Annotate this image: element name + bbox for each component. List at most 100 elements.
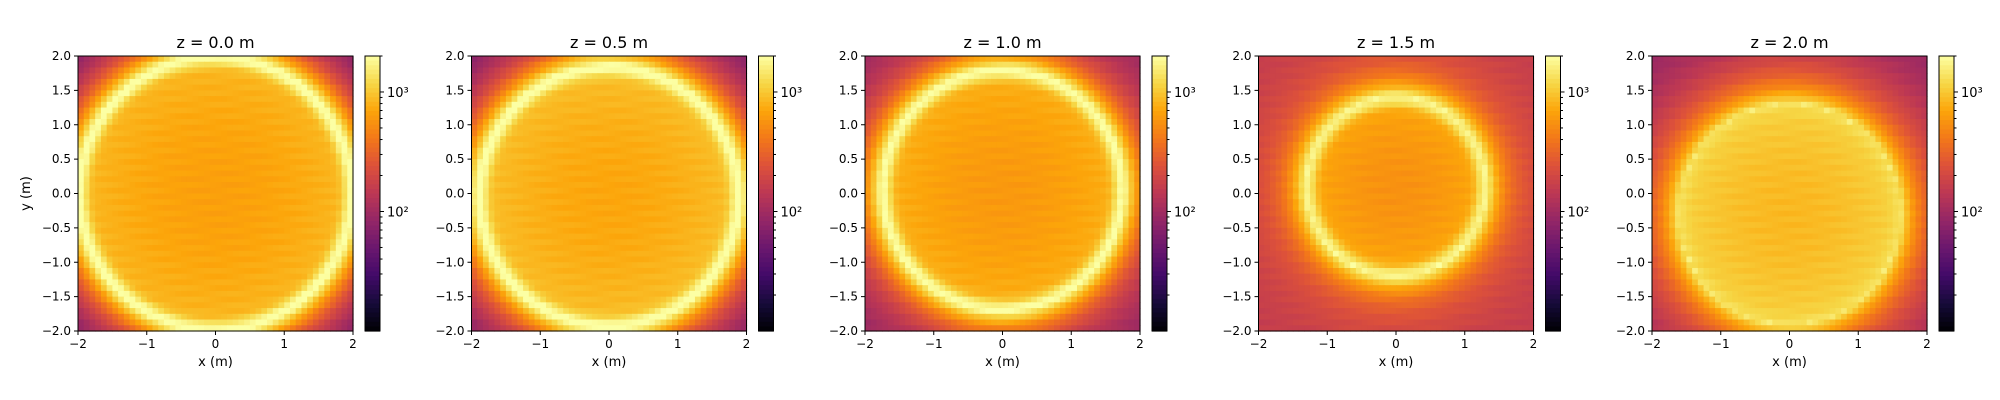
heatmap-cell (324, 216, 331, 223)
heatmap-cell (910, 67, 918, 74)
heatmap-cell (505, 61, 513, 69)
heatmap-cell (95, 302, 102, 309)
heatmap-cell (677, 199, 685, 206)
heatmap-cell (922, 67, 929, 74)
heatmap-cell (706, 302, 713, 309)
heatmap-cell (528, 187, 536, 195)
heatmap-cell (175, 273, 182, 281)
heatmap-cell (186, 187, 194, 195)
heatmap-cell (631, 113, 639, 120)
heatmap-cell (106, 107, 113, 114)
heatmap-cell (563, 256, 570, 263)
heatmap-cell (505, 233, 513, 240)
heatmap-cell (215, 256, 222, 263)
heatmap-cell (169, 193, 176, 200)
heatmap-cell (181, 187, 188, 195)
heatmap-cell (482, 136, 490, 143)
heatmap-cell (712, 136, 719, 143)
heatmap-cell (500, 245, 507, 252)
heatmap-cell (175, 107, 182, 114)
heatmap-cell (517, 279, 524, 286)
heatmap-cell (591, 290, 599, 298)
heatmap-cell (226, 124, 234, 132)
heatmap-cell (723, 61, 730, 69)
heatmap-cell (740, 187, 748, 195)
heatmap-cell (347, 101, 354, 109)
heatmap-cell (209, 210, 217, 218)
heatmap-cell (318, 296, 325, 303)
heatmap-cell (123, 210, 131, 218)
heatmap-cell (221, 170, 228, 177)
heatmap-cell (209, 136, 217, 143)
heatmap-cell (706, 73, 713, 80)
heatmap-cell (255, 290, 262, 298)
heatmap-cell (278, 279, 285, 286)
heatmap-cell (712, 296, 719, 303)
heatmap-cell (540, 193, 547, 200)
heatmap-cell (654, 141, 662, 149)
heatmap-cell (523, 239, 530, 246)
heatmap-cell (626, 164, 633, 172)
heatmap-cell (712, 124, 719, 132)
heatmap-cell (597, 147, 604, 154)
heatmap-cell (261, 78, 268, 86)
heatmap-cell (163, 170, 171, 177)
heatmap-cell (482, 67, 490, 74)
heatmap-cell (169, 210, 176, 218)
heatmap-cell (244, 204, 251, 212)
heatmap-cell (609, 67, 616, 74)
heatmap-cell (717, 279, 725, 286)
heatmap-cell (603, 308, 610, 315)
heatmap-cell (591, 302, 599, 309)
heatmap-cell (494, 210, 501, 218)
heatmap-cell (631, 239, 639, 246)
heatmap-cell (295, 267, 303, 275)
heatmap-cell (198, 302, 205, 309)
heatmap-cell (660, 319, 667, 326)
heatmap-cell (118, 187, 125, 195)
heatmap-cell (318, 73, 325, 80)
heatmap-cell (637, 256, 644, 263)
heatmap-cell (717, 130, 725, 137)
heatmap-cell (284, 90, 291, 97)
heatmap-cell (626, 113, 633, 120)
heatmap-cell (100, 56, 108, 63)
heatmap-cell (574, 290, 581, 298)
heatmap-cell (249, 84, 257, 91)
heatmap-cell (700, 199, 707, 206)
heatmap-cell (706, 176, 713, 183)
heatmap-cell (580, 147, 587, 154)
heatmap-cell (238, 182, 245, 189)
heatmap-cell (330, 84, 337, 91)
heatmap-cell (609, 130, 616, 137)
heatmap-cell (112, 170, 119, 177)
heatmap-cell (330, 107, 337, 114)
heatmap-cell (175, 96, 182, 103)
heatmap-cell (95, 141, 102, 149)
heatmap-cell (324, 245, 331, 252)
heatmap-cell (307, 216, 314, 223)
heatmap-cell (89, 222, 96, 229)
heatmap-cell (563, 67, 570, 74)
heatmap-cell (78, 113, 85, 120)
heatmap-cell (261, 250, 268, 258)
heatmap-cell (717, 176, 725, 183)
heatmap-cell (226, 56, 234, 63)
colorbar-swatch (365, 312, 380, 318)
heatmap-cell (494, 182, 501, 189)
heatmap-cell (591, 107, 599, 114)
heatmap-cell (152, 176, 159, 183)
heatmap-cell (694, 78, 702, 86)
heatmap-cell (603, 216, 610, 223)
heatmap-cell (123, 96, 131, 103)
heatmap-cell (221, 204, 228, 212)
heatmap-cell (78, 302, 85, 309)
heatmap-cell (295, 107, 303, 114)
heatmap-cell (551, 210, 559, 218)
heatmap-cell (740, 119, 748, 126)
heatmap-cell (175, 262, 182, 269)
heatmap-cell (169, 239, 176, 246)
heatmap-cell (135, 67, 142, 74)
heatmap-cell (301, 124, 308, 132)
heatmap-cell (330, 302, 337, 309)
